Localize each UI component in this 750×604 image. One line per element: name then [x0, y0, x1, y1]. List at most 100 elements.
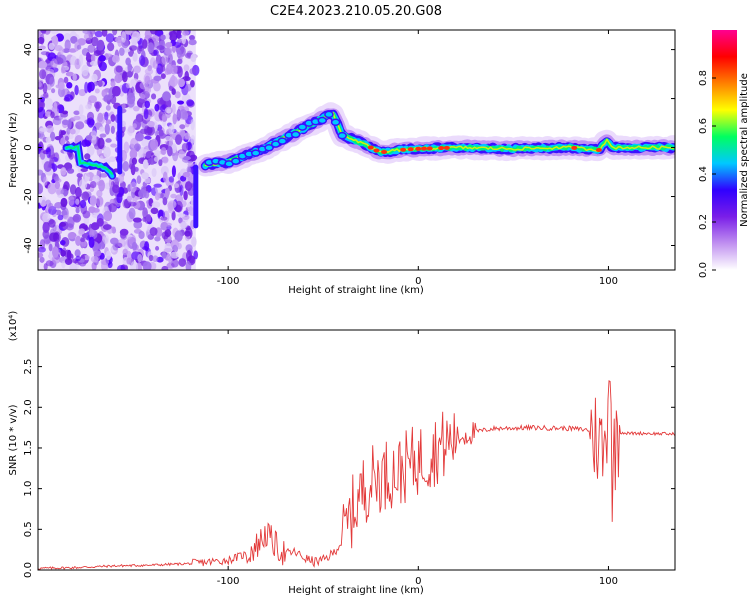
noise-speckle: [63, 214, 70, 220]
signal-blob: [317, 116, 328, 125]
noise-speckle: [104, 53, 113, 58]
noise-speckle: [168, 30, 178, 42]
noise-speckle: [91, 73, 98, 82]
noise-speckle: [86, 117, 91, 126]
signal-hot-spot: [421, 146, 428, 151]
noise-speckle: [193, 250, 199, 260]
noise-speckle: [121, 71, 128, 83]
noise-speckle: [81, 191, 90, 201]
spectrogram-y-ticks: -40 -20 0 20 40: [23, 43, 675, 254]
noise-speckle: [190, 134, 196, 145]
signal-hot-spot: [438, 146, 445, 151]
noise-speckle: [175, 134, 183, 145]
snr-x-axis-label: Height of straight line (km): [288, 585, 424, 596]
noise-speckle: [70, 35, 78, 44]
noise-speckle: [162, 156, 169, 164]
noise-speckle: [60, 137, 66, 147]
noise-speckle: [189, 154, 198, 162]
noise-speckle: [118, 173, 125, 184]
noise-speckle: [169, 75, 178, 87]
spectrogram-x-ticks: -100 0 100: [217, 30, 618, 287]
noise-speckle: [107, 42, 115, 52]
noise-speckle: [50, 30, 59, 35]
noise-speckle-group: [38, 30, 200, 270]
noise-speckle: [147, 42, 155, 54]
noise-speckle: [90, 222, 100, 231]
noise-speckle: [53, 101, 58, 114]
noise-speckle: [131, 241, 138, 251]
noise-speckle: [150, 138, 159, 151]
noise-speckle: [170, 64, 178, 75]
noise-speckle: [94, 88, 100, 94]
noise-speckle: [57, 214, 64, 221]
noise-speckle: [69, 184, 77, 195]
noise-speckle: [75, 207, 80, 214]
noise-speckle: [75, 121, 85, 130]
noise-speckle: [46, 68, 55, 74]
noise-speckle: [83, 216, 90, 225]
noise-speckle: [161, 251, 167, 259]
noise-speckle: [154, 192, 160, 201]
noise-speckle: [190, 119, 195, 131]
noise-speckle: [60, 197, 68, 208]
noise-speckle: [117, 37, 123, 48]
noise-speckle: [54, 135, 62, 141]
noise-speckle: [85, 104, 92, 110]
noise-speckle: [138, 230, 145, 240]
noise-speckle: [78, 104, 84, 116]
noise-speckle: [142, 261, 152, 270]
noise-speckle: [114, 73, 123, 84]
noise-speckle: [133, 143, 141, 151]
noise-speckle: [166, 108, 172, 114]
noise-speckle: [118, 47, 125, 56]
noise-speckle: [177, 58, 183, 65]
noise-speckle: [154, 236, 161, 242]
noise-speckle: [94, 101, 102, 109]
noise-speckle: [170, 251, 179, 259]
colorbar-tick-label: 0.4: [698, 166, 709, 182]
noise-speckle: [149, 227, 158, 236]
spectrogram-x-tick-label: 0: [415, 276, 421, 287]
noise-speckle: [116, 193, 123, 204]
noise-speckle: [133, 105, 140, 112]
noise-speckle: [68, 134, 74, 140]
noise-speckle: [155, 246, 160, 251]
noise-speckle: [178, 258, 187, 267]
noise-speckle: [137, 253, 143, 263]
noise-speckle: [129, 148, 138, 160]
noise-speckle: [75, 186, 82, 198]
noise-speckle: [48, 42, 55, 51]
noise-speckle: [173, 183, 180, 189]
noise-speckle: [93, 50, 101, 57]
noise-speckle: [112, 184, 120, 194]
noise-speckle: [86, 145, 95, 156]
noise-speckle: [39, 127, 48, 132]
noise-speckle: [84, 81, 89, 94]
noise-speckle: [44, 111, 52, 118]
noise-speckle: [103, 210, 113, 222]
signal-hot-spot: [373, 148, 380, 153]
noise-speckle: [111, 226, 116, 232]
noise-speckle: [117, 239, 127, 248]
noise-speckle: [91, 134, 97, 145]
signal-trace-group: [62, 102, 675, 229]
noise-speckle: [138, 189, 147, 199]
noise-speckle: [153, 156, 159, 162]
signal-hot-spot: [571, 145, 578, 150]
noise-speckle: [98, 54, 106, 62]
noise-speckle: [45, 260, 54, 267]
noise-speckle: [135, 113, 144, 123]
snr-series-line: [38, 380, 675, 570]
noise-speckle: [144, 241, 150, 252]
noise-speckle: [78, 54, 84, 66]
noise-speckle: [104, 123, 110, 135]
noise-speckle: [64, 257, 73, 265]
noise-speckle: [182, 156, 191, 161]
noise-speckle: [179, 109, 188, 119]
noise-speckle: [171, 45, 176, 52]
noise-speckle: [171, 165, 176, 178]
noise-speckle: [165, 33, 170, 40]
noise-speckle: [168, 124, 175, 135]
